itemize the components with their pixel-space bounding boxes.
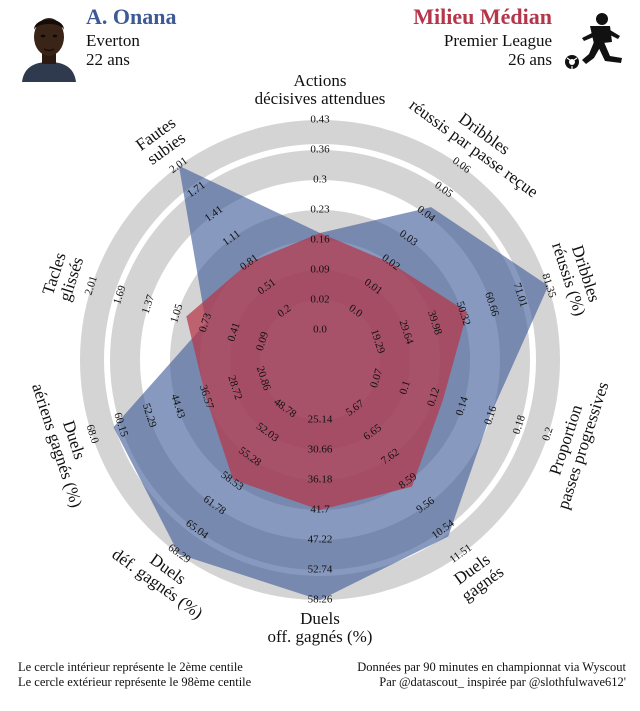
tick-label-axis6-5: 47.22 <box>308 534 333 546</box>
player-name: A. Onana <box>86 4 177 29</box>
tick-label-axis4-5: 0.16 <box>482 404 500 426</box>
comparison-age: 26 ans <box>508 50 552 69</box>
footnote-left-line2: Le cercle extérieur représente le 98ème … <box>18 675 252 689</box>
tick-label-axis9-4: 1.05 <box>168 302 186 324</box>
tick-label-axis4-6: 0.18 <box>511 413 529 435</box>
tick-label-axis9-6: 1.69 <box>111 283 129 305</box>
player-club: Everton <box>86 31 140 50</box>
axis-label-6-line2: off. gagnés (%) <box>268 627 373 646</box>
tick-label-axis1-3: 0.09 <box>310 264 330 276</box>
footnote-left: Le cercle intérieur représente le 2ème c… <box>18 660 251 690</box>
footballer-icon <box>565 13 622 69</box>
tick-label-axis6-4: 41.7 <box>310 504 330 516</box>
comparison-name: Milieu Médian <box>413 4 552 29</box>
tick-label-axis6-3: 36.18 <box>308 474 333 486</box>
tick-label-axis9-7: 2.01 <box>83 275 100 297</box>
tick-label-axis4-3: 0.12 <box>425 386 442 408</box>
series-polygon-comparison <box>186 233 468 510</box>
axis-label-6-line1: Duels <box>300 609 340 628</box>
player-age: 22 ans <box>86 50 130 69</box>
footnote-right: Données par 90 minutes en championnat vi… <box>357 660 626 690</box>
radar-polygons <box>113 165 549 601</box>
tick-label-axis1-6: 0.3 <box>313 174 327 186</box>
footnote-left-line1: Le cercle intérieur représente le 2ème c… <box>18 660 243 674</box>
tick-label-axis9-3: 0.73 <box>197 311 215 333</box>
tick-label-axis1-2: 0.02 <box>310 294 329 306</box>
tick-label-axis6-7: 58.26 <box>308 594 333 606</box>
footnote-right-line1: Données par 90 minutes en championnat vi… <box>357 660 626 674</box>
tick-label-axis4-7: 0.2 <box>540 426 556 443</box>
avatar <box>18 6 80 82</box>
tick-label-axis9-1: 0.09 <box>254 330 272 352</box>
axis-label-1-line2: décisives attendues <box>255 89 386 108</box>
tick-label-axis1-5: 0.23 <box>310 204 330 216</box>
comparison-league: Premier League <box>443 31 552 50</box>
axis-label-1-line1: Actions <box>294 71 347 90</box>
tick-label-axis1-1: 0.0 <box>313 324 327 336</box>
tick-label-axis1-4: 0.16 <box>310 234 330 246</box>
tick-label-axis4-1: 0.07 <box>368 367 386 389</box>
tick-label-axis1-7: 0.36 <box>310 144 330 156</box>
tick-label-axis6-6: 52.74 <box>308 564 333 576</box>
tick-label-axis1-8: 0.43 <box>310 114 330 126</box>
tick-label-axis8-7: 68.0 <box>83 423 101 445</box>
footnote-right-line2: Par @datascout_ inspirée par @slothfulwa… <box>379 675 626 689</box>
tick-label-axis4-2: 0.1 <box>397 379 413 396</box>
tick-label-axis6-2: 30.66 <box>308 444 333 456</box>
tick-label-axis4-4: 0.14 <box>454 395 472 417</box>
tick-label-axis9-2: 0.41 <box>225 321 242 343</box>
tick-label-axis6-1: 25.14 <box>308 414 333 426</box>
tick-label-axis9-5: 1.37 <box>140 293 158 315</box>
